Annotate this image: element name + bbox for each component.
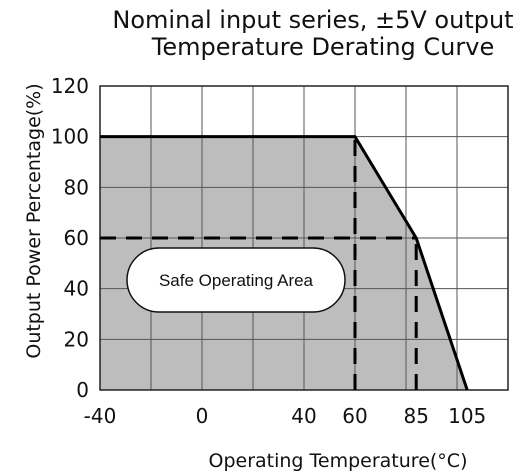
safe-area-label: Safe Operating Area: [159, 271, 314, 290]
x-tick-label: 105: [448, 404, 486, 428]
y-axis-label: Output Power Percentage(%): [23, 83, 45, 358]
y-tick-label: 60: [64, 226, 89, 250]
y-tick-label: 20: [64, 327, 89, 351]
chart-title: Nominal input series, ±5V output: [112, 6, 513, 34]
safe-area-label-bubble: [126, 247, 346, 313]
y-tick-label: 40: [64, 277, 89, 301]
plot-area: Safe Operating Area: [99, 85, 509, 391]
x-tick-label: 40: [291, 404, 316, 428]
x-tick-label: -40: [84, 404, 117, 428]
x-tick-label: 85: [403, 404, 428, 428]
y-tick-label: 100: [51, 125, 89, 149]
x-tick-label: 60: [342, 404, 367, 428]
derating-curve: [100, 135, 469, 391]
x-tick-label: 0: [196, 404, 209, 428]
y-tick-label: 120: [51, 74, 89, 98]
x-axis-label: Operating Temperature(°C): [209, 450, 468, 472]
y-tick-label: 80: [64, 175, 89, 199]
y-tick-label: 0: [76, 378, 89, 402]
chart-subtitle: Temperature Derating Curve: [151, 33, 494, 61]
